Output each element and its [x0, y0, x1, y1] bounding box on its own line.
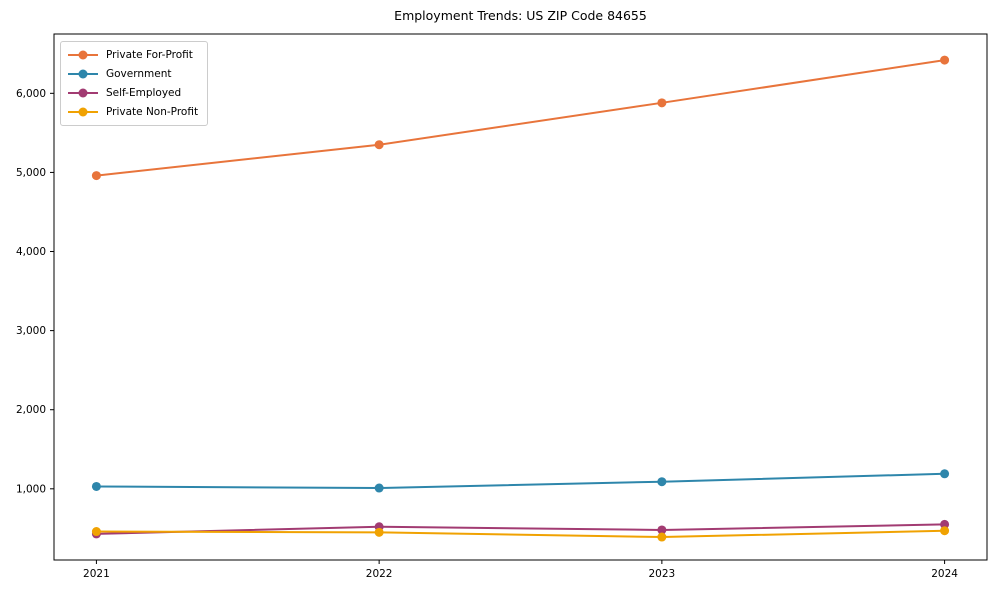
- legend-item-government: Government: [67, 65, 198, 83]
- legend-swatch-self-employed-icon: [68, 88, 98, 98]
- data-point-government-2024: [940, 469, 950, 479]
- data-point-private-for-profit-2023: [657, 98, 667, 108]
- data-point-self-employed-2024: [940, 519, 950, 529]
- data-point-government-2022: [374, 483, 384, 493]
- y-tick-label: 5,000: [16, 167, 46, 179]
- legend-marker: [78, 107, 88, 117]
- legend-marker: [78, 69, 88, 79]
- y-tick-label: 3,000: [16, 325, 46, 337]
- data-point-private-non-profit-2021: [91, 527, 101, 537]
- y-tick-label: 1,000: [16, 483, 46, 495]
- legend-label: Private For-Profit: [106, 49, 193, 61]
- chart-title: Employment Trends: US ZIP Code 84655: [394, 8, 647, 23]
- x-tick-label: 2023: [648, 568, 675, 580]
- data-point-private-non-profit-2024: [940, 526, 950, 536]
- legend-item-private-non-profit: Private Non-Profit: [67, 103, 198, 121]
- series-line-government: [96, 472, 945, 490]
- legend-label: Private Non-Profit: [106, 106, 199, 118]
- y-tick-label: 4,000: [16, 246, 46, 258]
- legend-item-self-employed: Self-Employed: [67, 84, 198, 102]
- legend-item-private-for-profit: Private For-Profit: [67, 46, 198, 64]
- y-tick-label: 6,000: [16, 88, 46, 100]
- data-point-private-for-profit-2024: [940, 55, 950, 65]
- legend-swatch-government-icon: [68, 69, 98, 79]
- legend-swatch-private-for-profit-icon: [68, 50, 98, 60]
- data-point-self-employed-2023: [657, 525, 667, 535]
- data-point-government-2021: [91, 481, 101, 491]
- plot-border: [53, 33, 988, 561]
- y-tick-label: 2,000: [16, 404, 46, 416]
- legend-marker: [78, 50, 88, 60]
- data-point-private-non-profit-2023: [657, 532, 667, 542]
- legend-swatch-private-non-profit-icon: [68, 107, 98, 117]
- legend-label: Government: [106, 68, 172, 80]
- data-point-private-for-profit-2022: [374, 140, 384, 150]
- legend-marker: [78, 88, 88, 98]
- series-line-private-for-profit: [96, 59, 945, 177]
- series-line-private-non-profit: [96, 529, 945, 539]
- data-point-government-2023: [657, 477, 667, 487]
- x-tick-label: 2024: [931, 568, 958, 580]
- legend-label: Self-Employed: [106, 87, 182, 99]
- data-point-private-for-profit-2021: [91, 171, 101, 181]
- legend: Private For-Profit Government Self-Employe…: [60, 41, 209, 126]
- series-line-self-employed: [96, 523, 945, 535]
- data-point-private-non-profit-2022: [374, 527, 384, 537]
- x-tick-label: 2021: [83, 568, 110, 580]
- x-tick-label: 2022: [366, 568, 393, 580]
